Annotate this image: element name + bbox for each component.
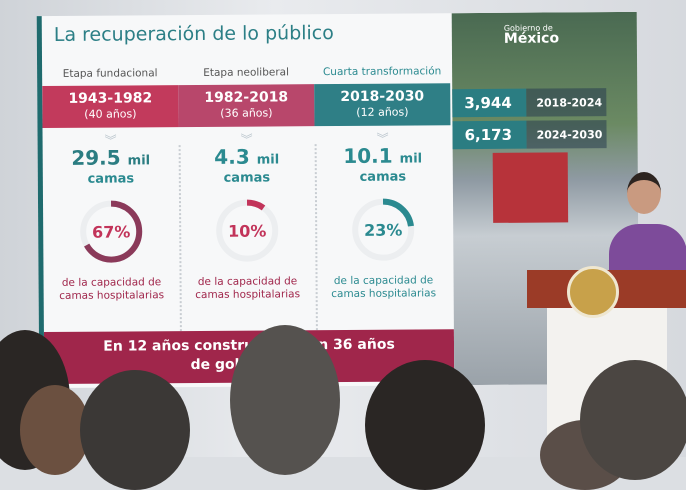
- slide-title: La recuperación de lo público: [53, 22, 334, 46]
- red-building: [492, 152, 569, 223]
- period-column: Etapa fundacional 1943-1982 (40 años) ︾ 2…: [42, 67, 180, 303]
- years-band: 1943-1982 (40 años): [42, 85, 179, 129]
- percent-donut: 10%: [212, 195, 282, 265]
- beds-label: camas: [87, 171, 135, 187]
- capacity-caption: de la capacidad de camas hospitalarias: [331, 274, 437, 301]
- stage-label: Etapa neoliberal: [203, 66, 290, 79]
- capacity-caption: de la capacidad de camas hospitalarias: [59, 276, 165, 302]
- beds-value: 29.5 mil: [71, 145, 151, 170]
- period-column: Etapa neoliberal 1982-2018 (36 años) ︾ 4.…: [178, 66, 316, 302]
- beds-value: 4.3 mil: [214, 144, 280, 169]
- stage-label: Cuarta transformación: [322, 65, 442, 79]
- period-column: Cuarta transformación 2018-2030 (12 años)…: [314, 65, 452, 301]
- donut-arc: [352, 198, 415, 261]
- stage-label: Etapa fundacional: [62, 67, 158, 80]
- presentation-screen: La recuperación de lo público Etapa fund…: [36, 11, 640, 389]
- capacity-caption: de la capacidad de camas hospitalarias: [195, 275, 301, 301]
- beds-label: camas: [223, 170, 271, 186]
- percent-label: 23%: [363, 220, 403, 240]
- beds-value: 10.1 mil: [343, 143, 423, 168]
- percent-label: 10%: [227, 221, 267, 241]
- national-seal-icon: [567, 266, 619, 318]
- gobierno-mexico-logo: Gobierno de México: [503, 23, 560, 47]
- percent-donut: 67%: [76, 196, 146, 266]
- stat-row: 6,173 2024-2030: [452, 120, 607, 150]
- donut-arc: [216, 199, 279, 262]
- donut-arc: [80, 200, 143, 263]
- stat-row: 3,944 2018-2024: [452, 88, 607, 118]
- percent-donut: 23%: [348, 194, 418, 264]
- years-band: 1982-2018 (36 años): [178, 84, 315, 128]
- percent-label: 67%: [91, 221, 131, 242]
- beds-label: camas: [359, 169, 407, 185]
- years-band: 2018-2030 (12 años): [314, 83, 451, 127]
